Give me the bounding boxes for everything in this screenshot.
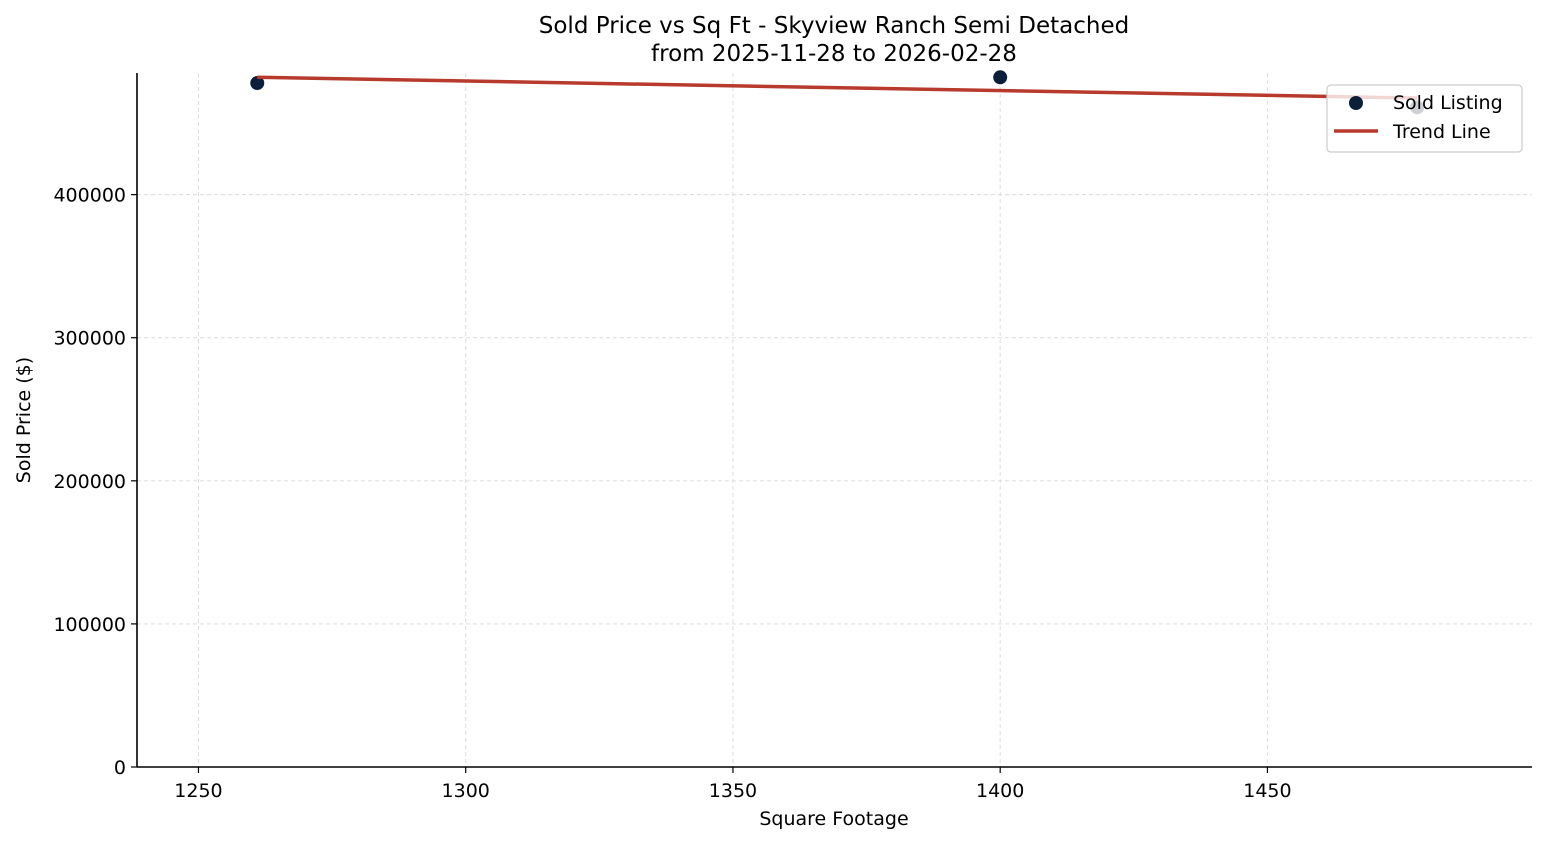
- x-tick-label: 1350: [709, 780, 757, 802]
- x-tick-label: 1400: [976, 780, 1024, 802]
- x-axis-label: Square Footage: [759, 808, 908, 830]
- data-point: [250, 76, 265, 91]
- y-tick-label: 300000: [53, 328, 126, 350]
- x-tick-label: 1300: [442, 780, 490, 802]
- trend-line: [257, 75, 1418, 100]
- x-tick-label: 1250: [174, 780, 222, 802]
- y-tick-label: 400000: [53, 185, 126, 207]
- axes: [136, 73, 1532, 768]
- y-axis-label: Sold Price ($): [13, 357, 35, 483]
- legend-label-trend-line: Trend Line: [1392, 121, 1491, 143]
- data-point: [993, 70, 1008, 85]
- y-tick-label: 200000: [53, 471, 126, 493]
- y-tick-label: 0: [114, 757, 126, 779]
- chart-title-line-2: from 2025-11-28 to 2026-02-28: [651, 41, 1017, 67]
- legend-label-sold-listing: Sold Listing: [1393, 92, 1503, 114]
- grid-lines: [137, 73, 1532, 767]
- legend: Sold Listing Trend Line: [1326, 84, 1523, 153]
- x-tick-label: 1450: [1243, 780, 1291, 802]
- y-tick-label: 100000: [53, 614, 126, 636]
- chart-title-line-1: Sold Price vs Sq Ft - Skyview Ranch Semi…: [539, 13, 1129, 39]
- legend-box: [1326, 84, 1523, 153]
- plot-area: [250, 70, 1425, 115]
- legend-marker-sold-listing: [1349, 96, 1363, 110]
- axis-ticks: 1250 1300 1350 1400 1450 0 100000 200000 300000 4…: [53, 185, 1291, 802]
